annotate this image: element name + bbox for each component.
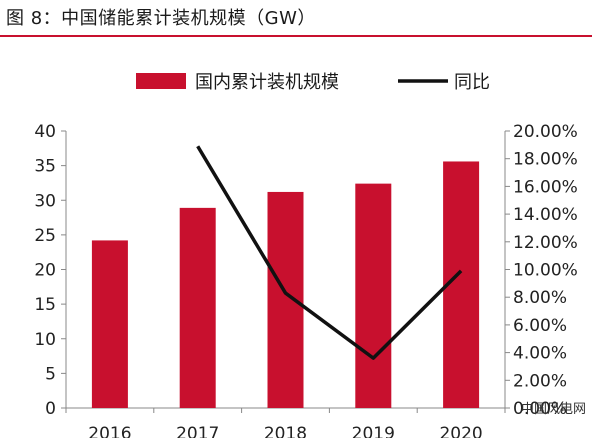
bar [267,191,304,408]
legend-line-label: 同比 [454,72,490,93]
x-tick-label: 2016 [88,424,131,438]
watermark: 中国风电网 [520,402,586,417]
y-left-tick-label: 10 [34,330,56,350]
y-right-tick-label: 2.00% [513,371,567,391]
legend: 国内累计装机规模 同比 [136,72,490,93]
y-right-tick-label: 4.00% [513,344,567,364]
y-left-tick-label: 25 [34,226,56,246]
legend-bar-swatch [136,73,186,89]
yoy-line [196,145,463,360]
y-right-tick-label: 18.00% [513,150,578,170]
y-left-tick-label: 30 [34,191,56,211]
bar [179,207,216,408]
x-tick-label: 2018 [264,424,307,438]
y-right-tick-label: 10.00% [513,261,578,281]
bar [355,183,392,408]
y-right-tick-label: 6.00% [513,316,567,336]
y-right-tick-label: 20.00% [513,122,578,142]
legend-bar-label: 国内累计装机规模 [195,72,339,93]
bars [91,161,480,408]
x-tick-label: 2017 [176,424,219,438]
x-tick-label: 2019 [352,424,395,438]
y-left-tick-label: 5 [45,364,56,384]
y-left-tick-label: 40 [34,122,56,142]
bar [91,240,128,408]
x-tick-label: 2020 [439,424,482,438]
y-left-tick-label: 15 [34,295,56,315]
y-left-tick-label: 0 [45,399,56,419]
y-right-tick-label: 14.00% [513,205,578,225]
y-left-tick-label: 35 [34,157,56,177]
yoy-line-path [196,145,463,360]
y-left-tick-label: 20 [34,261,56,281]
figure-title: 图 8：中国储能累计装机规模（GW） [6,8,316,29]
y-right-tick-label: 12.00% [513,233,578,253]
y-right-tick-label: 0.00% [513,399,567,419]
y-right-tick-label: 8.00% [513,288,567,308]
y-right-tick-label: 16.00% [513,177,578,197]
title-divider [0,35,592,37]
axes: 0 5 10 15 20 25 30 35 40 0.00% 2.00% 4.00% 6.00% 8.00… [34,122,577,438]
